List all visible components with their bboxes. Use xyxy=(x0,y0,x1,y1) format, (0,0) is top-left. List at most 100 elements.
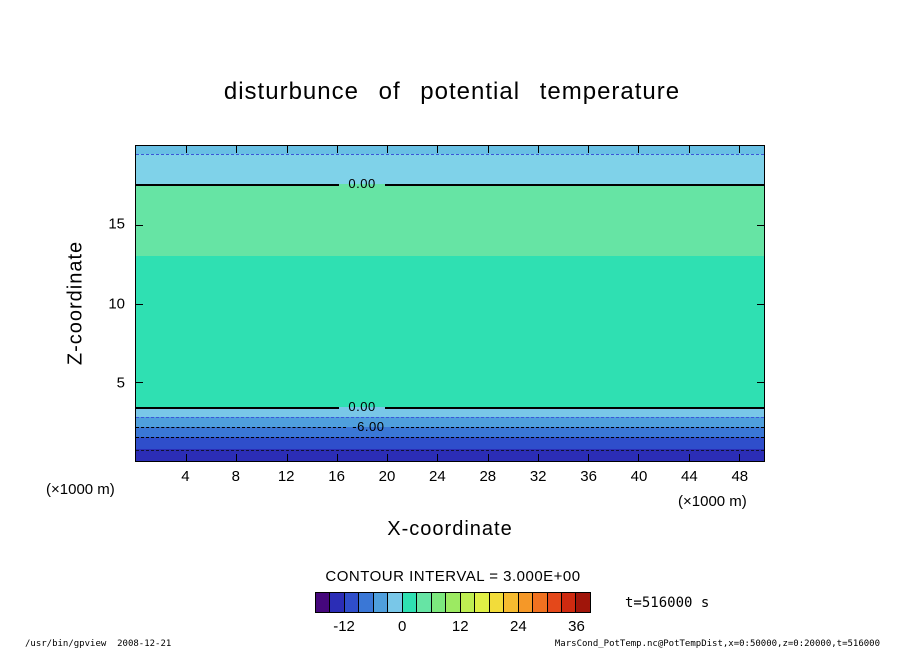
fill-band xyxy=(136,146,764,154)
x-axis-tick xyxy=(638,146,640,153)
colorbar-cell xyxy=(372,593,388,612)
colorbar-cell xyxy=(401,593,417,612)
contour-line xyxy=(136,437,764,439)
colorbar-tick-labels: -12 0 12 24 36 xyxy=(315,618,591,635)
x-axis-tick xyxy=(286,146,288,153)
fill-band xyxy=(136,416,764,428)
footer-dataset-info: MarsCond_PotTemp.nc@PotTempDist,x=0:5000… xyxy=(554,639,880,649)
plot-title: disturbunce of potential temperature xyxy=(223,78,681,105)
x-tick-label: 36 xyxy=(580,468,597,485)
x-axis-label: X-coordinate xyxy=(387,518,513,540)
fill-band xyxy=(136,427,764,438)
x-axis-tick xyxy=(537,454,539,461)
colorbar-cell xyxy=(532,593,547,612)
x-axis-tick xyxy=(688,454,690,461)
x-axis-tick xyxy=(336,146,338,153)
x-axis-tick xyxy=(738,454,740,461)
x-tick-label: 24 xyxy=(429,468,446,485)
colorbar-cell xyxy=(329,593,344,612)
x-axis-tick xyxy=(387,146,389,153)
x-tick-label: 28 xyxy=(479,468,497,485)
colorbar-cell xyxy=(503,593,518,612)
contour-line xyxy=(390,427,764,429)
contour-lines: 0.00 0.00 -6.00 xyxy=(136,146,764,461)
x-axis-tick xyxy=(186,454,188,461)
x-axis-tick xyxy=(336,454,338,461)
colorbar-cell xyxy=(517,593,533,612)
x-axis-tick xyxy=(638,454,640,461)
z-tick-label: 10 xyxy=(108,295,125,312)
colorbar-tick-label: -12 xyxy=(333,618,355,635)
x-axis-tick xyxy=(487,454,489,461)
colorbar-cell xyxy=(316,593,330,612)
z-axis-tick-labels: 5 10 15 xyxy=(93,145,129,462)
contour-line xyxy=(384,183,764,186)
z-tick-label: 15 xyxy=(108,215,125,233)
x-axis-tick xyxy=(738,146,740,153)
colorbar-tick-label: 12 xyxy=(451,618,469,635)
colorbar-cell xyxy=(416,593,431,612)
colorbar-tick-label: 0 xyxy=(397,618,407,635)
fill-band xyxy=(136,153,764,184)
colorbar-cell xyxy=(343,593,359,612)
x-tick-label: 4 xyxy=(181,468,190,485)
contour-interval-label: CONTOUR INTERVAL = 3.000E+00 xyxy=(325,568,581,585)
colorbar xyxy=(315,592,591,613)
contour-line xyxy=(136,416,764,418)
x-axis-tick-labels: 4 8 12 16 20 24 28 32 36 40 44 48 xyxy=(135,468,765,486)
contour-line xyxy=(136,406,340,409)
x-axis-tick xyxy=(437,146,439,153)
colorbar-cell xyxy=(387,593,402,612)
fill-band xyxy=(136,256,764,407)
x-axis-tick xyxy=(688,146,690,153)
x-tick-label: 48 xyxy=(731,468,749,485)
z-tick-label: 5 xyxy=(116,374,125,392)
contour-line-label: 0.00 xyxy=(348,175,376,191)
fill-band xyxy=(136,449,764,461)
fill-band xyxy=(136,437,764,450)
colorbar-tick-label: 24 xyxy=(510,618,527,635)
contour-line-label: -6.00 xyxy=(352,419,385,435)
colorbar-cell xyxy=(474,593,489,612)
z-axis-tick xyxy=(757,303,764,305)
axis-ticks xyxy=(136,146,764,461)
x-axis-tick xyxy=(186,146,188,153)
y-axis-label: Z-coordinate xyxy=(64,240,87,366)
time-label: t=516000 s xyxy=(625,595,710,611)
z-axis-tick xyxy=(136,224,143,226)
fill-band xyxy=(136,183,764,257)
z-axis-tick xyxy=(757,382,764,384)
x-axis-tick xyxy=(387,454,389,461)
x-axis-tick xyxy=(236,454,238,461)
x-tick-label: 20 xyxy=(378,468,396,485)
fill-band xyxy=(136,406,764,417)
contour-line xyxy=(136,427,346,429)
z-axis-tick xyxy=(136,303,143,305)
contour-line xyxy=(136,153,764,155)
z-axis-tick xyxy=(757,224,764,226)
contour-line xyxy=(384,406,764,409)
z-axis-tick xyxy=(136,382,143,384)
x-tick-label: 12 xyxy=(277,468,295,485)
colorbar-cell xyxy=(575,593,590,612)
colorbar-cell xyxy=(560,593,576,612)
x-axis-tick xyxy=(588,146,590,153)
x-tick-label: 16 xyxy=(328,468,345,485)
plot-area: 0.00 0.00 -6.00 xyxy=(135,145,765,462)
x-units-left: (×1000 m) xyxy=(46,481,115,498)
x-axis-tick xyxy=(537,146,539,153)
contour-line xyxy=(136,449,764,451)
x-tick-label: 32 xyxy=(529,468,547,485)
x-axis-tick xyxy=(588,454,590,461)
colorbar-cell xyxy=(358,593,373,612)
colorbar-cell xyxy=(459,593,475,612)
x-tick-label: 44 xyxy=(681,468,698,485)
contour-line xyxy=(136,183,340,186)
contour-fill-bands xyxy=(136,146,764,461)
footer-command-line: /usr/bin/gpview 2008-12-21 xyxy=(25,639,172,649)
contour-line-label: 0.00 xyxy=(348,398,376,414)
x-axis-tick xyxy=(437,454,439,461)
x-axis-tick xyxy=(286,454,288,461)
x-axis-tick xyxy=(487,146,489,153)
